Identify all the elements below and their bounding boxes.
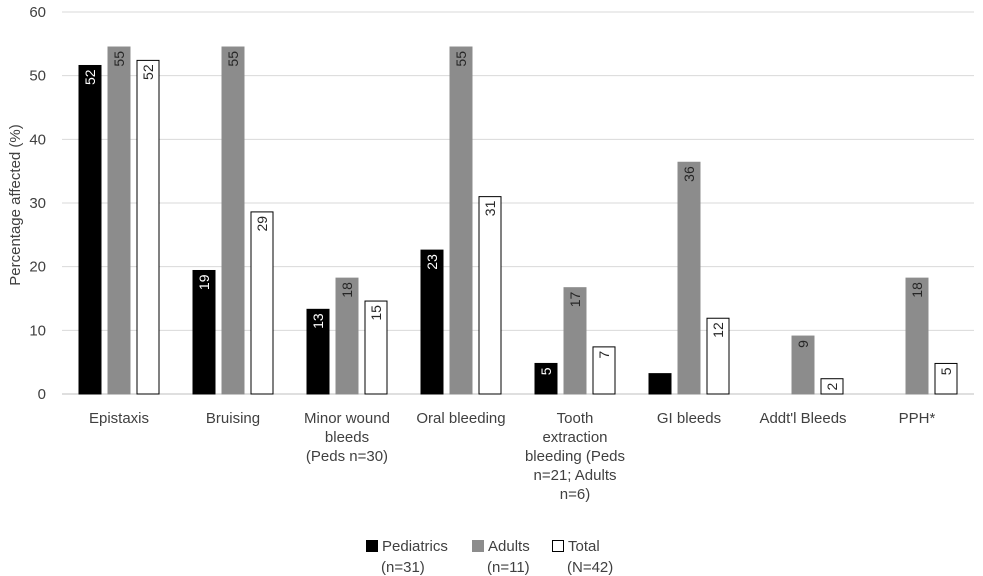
data-label: 52 [82,69,98,85]
legend-item-total: Total (N=42) [552,538,613,576]
bar-adults [791,335,815,395]
legend-swatch [552,540,564,552]
bar-total [706,317,730,395]
legend-swatch [366,540,378,552]
data-label: 23 [424,254,440,270]
legend-item-adults: Adults (n=11) [472,538,530,576]
bar-adults [221,46,245,395]
data-label: 5 [938,367,954,375]
bar-adults [563,287,587,395]
legend-label: Total [568,538,600,555]
category-label: PPH* [899,410,936,427]
legend-swatch [472,540,484,552]
data-label: 18 [339,282,355,298]
bar-pediatrics [306,308,330,395]
bar-pediatrics [78,64,102,395]
legend-sublabel: (n=11) [487,559,530,576]
legend-label: Adults [488,538,530,555]
category-label: Tooth extraction bleeding (Peds n=21; Adult… [525,410,625,503]
bar-total [934,362,958,395]
data-label: 31 [482,200,498,216]
y-tick-label: 30 [29,195,46,212]
bar-adults [107,46,131,395]
legend-label: Pediatrics [382,538,448,555]
category-label: Addt'l Bleeds [759,410,846,427]
y-tick-label: 60 [29,4,46,21]
data-label: 55 [453,51,469,67]
data-label: 55 [111,51,127,67]
y-tick-label: 10 [29,322,46,339]
bar-total [592,346,616,395]
bar-adults [335,277,359,395]
data-label: 15 [368,305,384,321]
data-label: 9 [795,340,811,348]
bar-pediatrics [534,362,558,395]
bar-adults [677,161,701,395]
category-label: Oral bleeding [416,410,505,427]
category-labels: Epistaxis Bruising Minor wound bleeds (Peds … [89,410,936,503]
bar-pediatrics [648,373,672,395]
bars [78,46,958,395]
y-axis-title: Percentage affected (%) [7,124,24,285]
data-label: 12 [710,322,726,338]
data-labels: 52 55 52 19 55 29 13 18 15 23 55 31 5 17 7 36 12 9 2 18 5 [82,51,954,391]
bar-adults [905,277,929,395]
category-label: GI bleeds [657,410,721,427]
y-tick-label: 40 [29,131,46,148]
data-label: 7 [596,351,612,359]
data-label: 2 [824,383,840,391]
bar-total [478,196,502,395]
category-label: Bruising [206,410,260,427]
data-label: 18 [909,282,925,298]
legend-sublabel: (n=31) [381,559,425,576]
legend-sublabel: (N=42) [567,559,613,576]
data-label: 36 [681,166,697,182]
bar-total [820,378,844,395]
data-label: 29 [254,216,270,232]
data-label: 13 [310,313,326,329]
bar-pediatrics [420,249,444,395]
y-tick-label: 0 [38,386,46,403]
y-tick-label: 50 [29,68,46,85]
bar-adults [449,46,473,395]
legend: Pediatrics (n=31) Adults (n=11) Total (N=42) [366,538,613,576]
data-label: 5 [538,367,554,375]
data-label: 52 [140,64,156,80]
data-label: 55 [225,51,241,67]
data-label: 19 [196,274,212,290]
bar-total [250,211,274,395]
bar-total [136,59,160,395]
bar-total [364,300,388,395]
data-label: 17 [567,291,583,307]
category-label: Epistaxis [89,410,149,427]
y-axis-ticks: 0 10 20 30 40 50 60 [29,4,46,403]
bar-pediatrics [192,269,216,395]
category-label: Minor wound bleeds (Peds n=30) [304,410,390,465]
legend-item-pediatrics: Pediatrics (n=31) [366,538,448,576]
y-tick-label: 20 [29,259,46,276]
